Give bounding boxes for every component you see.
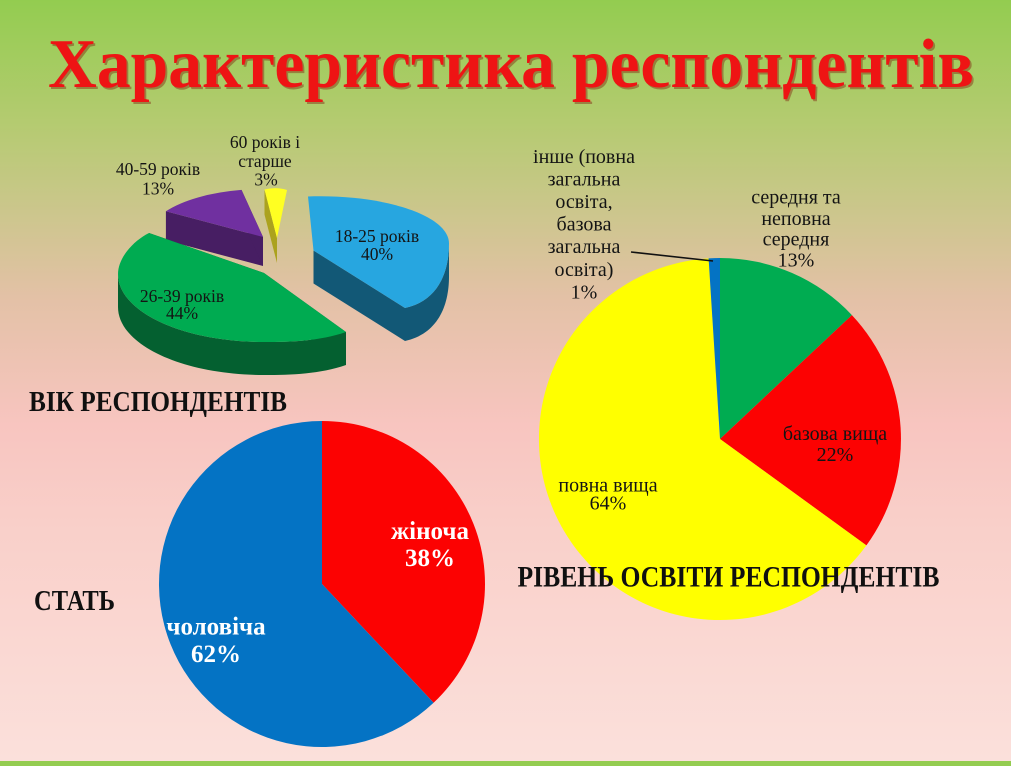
svg-text:інше (повна: інше (повна [533, 146, 635, 168]
svg-text:18-25 років: 18-25 років [335, 226, 419, 246]
svg-text:Характеристика респондентів: Характеристика респондентів [50, 28, 976, 105]
svg-text:старше: старше [238, 151, 292, 171]
svg-text:26-39 років: 26-39 років [140, 286, 224, 306]
svg-text:освіта): освіта) [555, 259, 614, 281]
svg-text:неповна: неповна [761, 208, 830, 230]
svg-text:22%: 22% [817, 444, 854, 466]
svg-text:40-59 років: 40-59 років [116, 159, 200, 179]
svg-text:чоловіча: чоловіча [166, 614, 266, 641]
svg-text:3%: 3% [254, 170, 277, 190]
svg-text:жіноча: жіноча [391, 518, 469, 545]
svg-text:РІВЕНЬ ОСВІТИ РЕСПОНДЕНТІВ: РІВЕНЬ ОСВІТИ РЕСПОНДЕНТІВ [518, 561, 940, 594]
svg-text:загальна: загальна [548, 236, 621, 258]
svg-text:1%: 1% [571, 281, 598, 303]
svg-text:13%: 13% [778, 249, 815, 271]
svg-text:середня: середня [763, 229, 830, 251]
svg-text:60 років і: 60 років і [230, 132, 300, 152]
svg-text:повна вища: повна вища [558, 474, 657, 496]
svg-text:38%: 38% [405, 545, 455, 572]
svg-text:62%: 62% [191, 641, 241, 668]
svg-text:СТАТЬ: СТАТЬ [34, 586, 115, 617]
svg-text:базова: базова [557, 214, 612, 236]
svg-text:базова вища: базова вища [783, 423, 887, 445]
svg-text:загальна: загальна [548, 169, 621, 191]
svg-text:13%: 13% [142, 179, 174, 199]
svg-text:середня та: середня та [751, 187, 841, 209]
svg-text:ВІК РЕСПОНДЕНТІВ: ВІК РЕСПОНДЕНТІВ [29, 387, 287, 418]
svg-text:64%: 64% [590, 492, 627, 514]
svg-text:освіта,: освіта, [555, 191, 612, 213]
svg-text:44%: 44% [166, 303, 198, 323]
svg-text:Характеристика респондентів: Характеристика респондентів [48, 26, 974, 103]
svg-text:40%: 40% [361, 244, 393, 264]
